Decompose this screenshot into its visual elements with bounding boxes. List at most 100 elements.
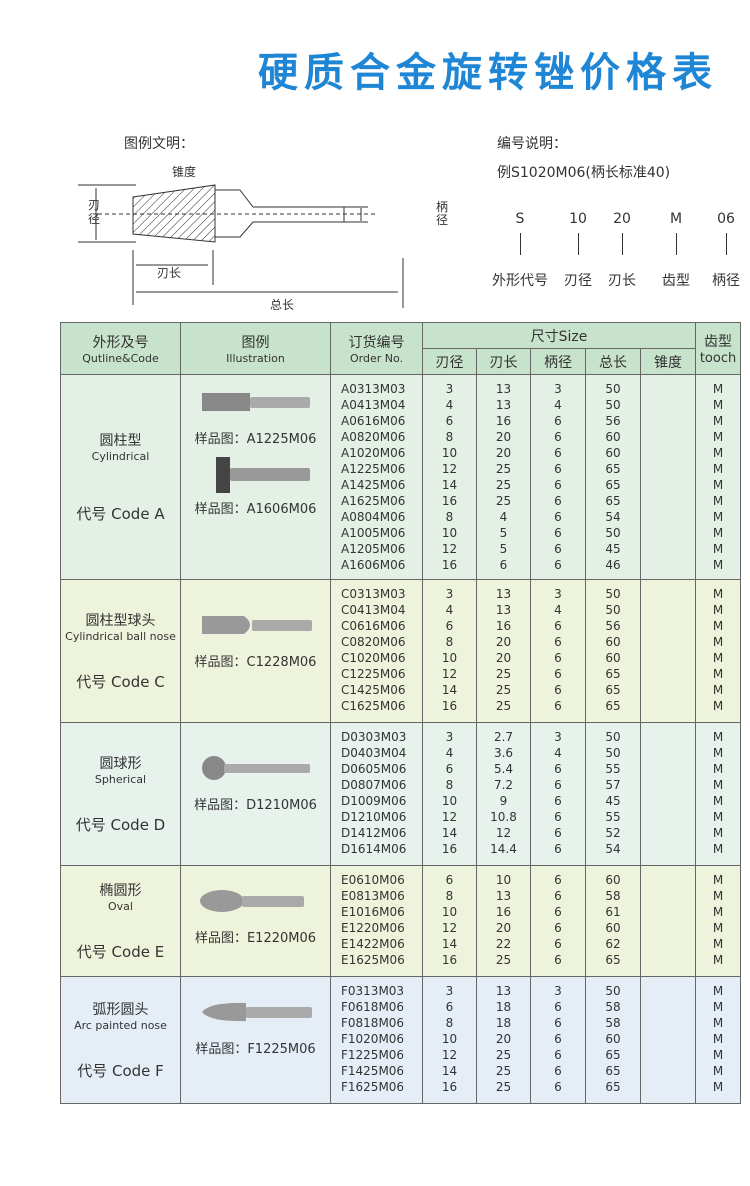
header-tooth: 齿型 tooch (695, 322, 742, 375)
shape-code: 代号 Code F (77, 1062, 164, 1080)
taper-label: 锥度 (172, 165, 197, 179)
size-column: 50 50 56 60 60 65 65 65 54 50 45 46 (585, 374, 641, 580)
shape-name-en: Arc painted nose (74, 1019, 167, 1032)
cell: 54 (605, 842, 621, 856)
cell: 6 (554, 1016, 562, 1030)
cell: 45 (605, 542, 621, 556)
header-illustration: 图例 Illustration (180, 322, 331, 375)
cell (641, 729, 695, 745)
header-outline: 外形及号 Qutline&Code (60, 322, 181, 375)
cell: 12 (495, 826, 512, 840)
size-column: 3 6 6 6 6 6 6 (530, 976, 586, 1104)
outline-cell: 椭圆形 Oval 代号 Code E (60, 865, 181, 977)
cell: M (712, 526, 724, 540)
cell: 6 (554, 699, 562, 713)
code-meaning: 齿型 (662, 273, 690, 289)
cell: A0616M06 (341, 414, 406, 428)
cell: 10 (441, 526, 458, 540)
sample-caption: 样品图：F1225M06 (195, 1042, 316, 1057)
cell: 50 (605, 587, 621, 601)
cell: M (712, 984, 724, 998)
cell: 50 (605, 984, 621, 998)
cell: C1625M06 (341, 699, 406, 713)
cell: 20 (495, 651, 512, 665)
size-column: 50 50 56 60 60 65 65 65 (585, 579, 641, 723)
cell (641, 586, 695, 602)
cell: 3.6 (493, 746, 514, 760)
cell: 6 (554, 1032, 562, 1046)
cell: E0610M06 (341, 873, 405, 887)
cell: F1225M06 (341, 1048, 405, 1062)
size-column (639, 865, 697, 977)
cell: 60 (605, 921, 621, 935)
burr-a2-image (215, 457, 310, 493)
cell: 6 (554, 667, 562, 681)
cell: 6 (554, 1080, 562, 1094)
cell (641, 493, 695, 509)
cell: 65 (605, 1080, 621, 1094)
cell (641, 936, 695, 952)
cell: M (712, 667, 724, 681)
cell: 12 (441, 542, 458, 556)
cell: M (712, 1064, 724, 1078)
cell (641, 888, 695, 904)
code-connector (726, 233, 727, 255)
cell: 4 (554, 398, 562, 412)
size-column: 3 6 8 10 12 14 16 (422, 976, 477, 1104)
cell: 16 (495, 619, 512, 633)
shape-name-en: Oval (108, 900, 133, 913)
size-column: 10 13 16 20 22 25 (476, 865, 531, 977)
size-column: 2.7 3.6 5.4 7.2 9 10.8 12 14.4 (476, 722, 531, 866)
cell: A0313M03 (341, 382, 406, 396)
cell: D1412M06 (341, 826, 407, 840)
cell (641, 602, 695, 618)
cell: 13 (495, 889, 512, 903)
cell: 12 (441, 462, 458, 476)
cell (641, 541, 695, 557)
cell: M (712, 462, 724, 476)
cell: 4 (554, 603, 562, 617)
cell: 9 (499, 794, 508, 808)
cell: 6 (554, 651, 562, 665)
cell: 13 (495, 398, 512, 412)
shape-name-cn: 弧形圆头 (92, 1002, 149, 1018)
cell (641, 809, 695, 825)
cell: 56 (605, 414, 621, 428)
code-part: 10 (569, 211, 587, 227)
shape-name-cn: 椭圆形 (99, 883, 142, 899)
cell: 6 (554, 905, 562, 919)
code-connector (520, 233, 521, 255)
cell: M (712, 889, 724, 903)
cell: 60 (605, 430, 621, 444)
cell: 50 (605, 526, 621, 540)
cell: 3 (554, 730, 562, 744)
cell: 6 (554, 1064, 562, 1078)
cell: M (712, 478, 724, 492)
cell: F1425M06 (341, 1064, 405, 1078)
cell (641, 1015, 695, 1031)
size-column: 3 4 6 8 10 12 14 16 8 10 12 16 (422, 374, 477, 580)
cell: 12 (441, 1048, 458, 1062)
cell: 8 (445, 430, 454, 444)
cell: E1422M06 (341, 937, 405, 951)
cell: 6 (554, 619, 562, 633)
cell: 57 (605, 778, 621, 792)
burr-f-image (201, 1002, 312, 1022)
cell: M (712, 1000, 724, 1014)
cell: F0818M06 (341, 1016, 405, 1030)
cell (641, 761, 695, 777)
cell (641, 872, 695, 888)
cell: 16 (441, 953, 458, 967)
group-row-D: 圆球形 Spherical 代号 Code D 样品图：D1210M06 D030… (60, 722, 742, 866)
cell: 13 (495, 587, 512, 601)
burr-c-image (201, 616, 312, 634)
size-column: 3 4 6 8 10 12 14 16 (422, 579, 477, 723)
cell: 16 (441, 842, 458, 856)
cell (641, 509, 695, 525)
cell (641, 745, 695, 761)
size-column: 13 13 16 20 20 25 25 25 4 5 5 6 (476, 374, 531, 580)
cell: 14 (441, 826, 458, 840)
cell: 10 (441, 446, 458, 460)
